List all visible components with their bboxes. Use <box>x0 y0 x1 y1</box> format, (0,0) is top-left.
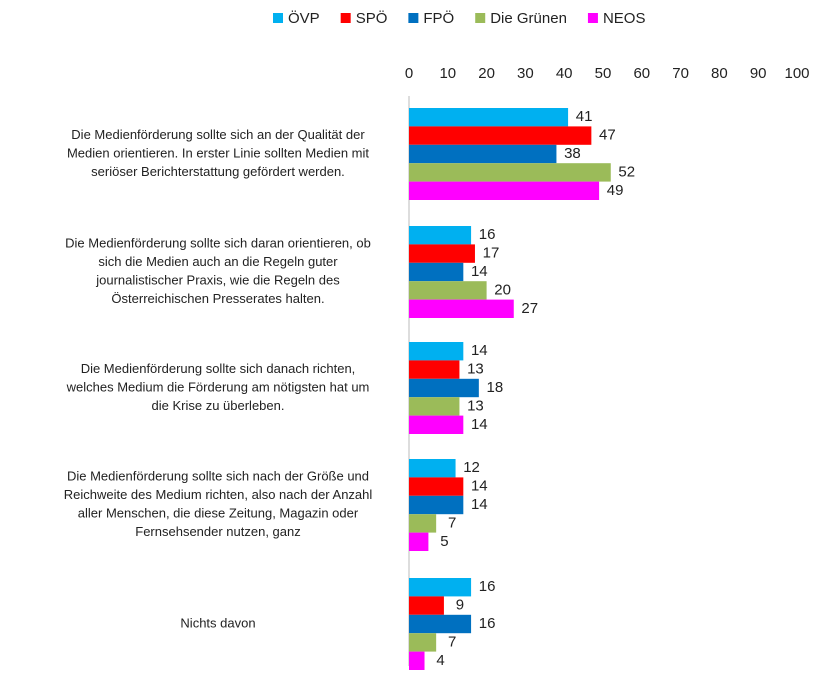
legend-swatch <box>587 13 598 23</box>
value-label: 20 <box>494 281 511 298</box>
bar <box>409 514 437 533</box>
legend-label: NEOS <box>603 10 646 27</box>
category-label: Die Medienförderung sollte sich an der Q… <box>71 127 365 142</box>
category-label: Die Medienförderung sollte sich daran or… <box>65 236 371 251</box>
category-label: welches Medium die Förderung am nötigste… <box>66 379 370 394</box>
bar <box>409 651 425 670</box>
category-label: Die Medienförderung sollte sich nach der… <box>67 469 369 484</box>
x-tick-label: 80 <box>711 65 728 82</box>
value-label: 14 <box>471 496 488 513</box>
bar <box>409 244 475 263</box>
value-label: 41 <box>576 108 593 125</box>
bar <box>409 163 611 182</box>
bar <box>409 532 429 551</box>
legend-swatch <box>340 13 351 23</box>
legend-label: FPÖ <box>423 9 454 27</box>
bar <box>409 281 487 300</box>
x-tick-label: 100 <box>784 65 809 82</box>
category-label: Die Medienförderung sollte sich danach r… <box>81 361 356 376</box>
value-label: 16 <box>479 615 496 632</box>
bar <box>409 614 472 634</box>
value-label: 5 <box>440 533 448 550</box>
value-label: 13 <box>467 397 484 414</box>
category-label: journalistischer Praxis, wie die Regeln … <box>95 273 340 288</box>
bar <box>409 181 600 200</box>
legend-swatch <box>475 13 486 23</box>
category-label: aller Menschen, die diese Zeitung, Magaz… <box>78 506 359 521</box>
category-label: sich die Medien auch an die Regeln guter <box>98 254 338 269</box>
category-label: Medien orientieren. In erster Linie soll… <box>67 145 369 160</box>
value-label: 4 <box>436 652 444 669</box>
value-label: 16 <box>479 578 496 595</box>
bar <box>409 633 437 652</box>
x-tick-label: 40 <box>556 65 573 82</box>
legend-swatch <box>408 13 419 23</box>
x-tick-label: 70 <box>672 65 689 82</box>
category-label: die Krise zu überleben. <box>152 398 285 413</box>
bar <box>409 596 444 615</box>
value-label: 18 <box>486 379 503 396</box>
bar <box>409 360 460 379</box>
x-tick-label: 30 <box>517 65 534 82</box>
legend-label: SPÖ <box>356 9 388 27</box>
value-label: 7 <box>448 633 456 650</box>
value-label: 47 <box>599 127 616 144</box>
value-label: 14 <box>471 263 488 280</box>
bar <box>409 299 514 318</box>
bar <box>409 578 472 597</box>
bar <box>409 262 464 282</box>
x-tick-label: 20 <box>478 65 495 82</box>
bar <box>409 397 460 416</box>
bar <box>409 108 569 127</box>
value-label: 13 <box>467 361 484 378</box>
bar <box>409 459 456 478</box>
value-label: 9 <box>456 597 464 614</box>
value-label: 38 <box>564 145 581 162</box>
bar <box>409 477 464 496</box>
category-label: Reichweite des Medium richten, also nach… <box>64 487 373 502</box>
x-tick-label: 0 <box>405 65 413 82</box>
bar <box>409 415 464 434</box>
value-label: 52 <box>618 163 635 180</box>
value-label: 7 <box>448 514 456 531</box>
value-label: 27 <box>521 300 538 317</box>
category-label: seriöser Berichterstattung gefördert wer… <box>91 164 345 179</box>
category-label: Nichts davon <box>180 615 255 630</box>
bar <box>409 226 472 245</box>
value-label: 49 <box>607 182 624 199</box>
category-label: Fernsehsender nutzen, ganz <box>135 524 301 539</box>
value-label: 14 <box>471 416 488 433</box>
bar <box>409 126 592 145</box>
legend-swatch <box>273 13 283 23</box>
value-label: 17 <box>483 245 500 262</box>
x-tick-label: 60 <box>633 65 650 82</box>
bar <box>409 342 464 361</box>
bar <box>409 378 479 398</box>
value-label: 14 <box>471 342 488 359</box>
legend-label: ÖVP <box>288 9 320 27</box>
x-tick-label: 10 <box>439 65 456 82</box>
bar <box>409 144 557 164</box>
legend-label: Die Grünen <box>490 10 567 27</box>
value-label: 16 <box>479 226 496 243</box>
x-tick-label: 50 <box>595 65 612 82</box>
category-label: Österreichischen Presserates halten. <box>111 291 324 306</box>
value-label: 14 <box>471 478 488 495</box>
value-label: 12 <box>463 459 480 476</box>
bar <box>409 495 464 515</box>
x-tick-label: 90 <box>750 65 767 82</box>
